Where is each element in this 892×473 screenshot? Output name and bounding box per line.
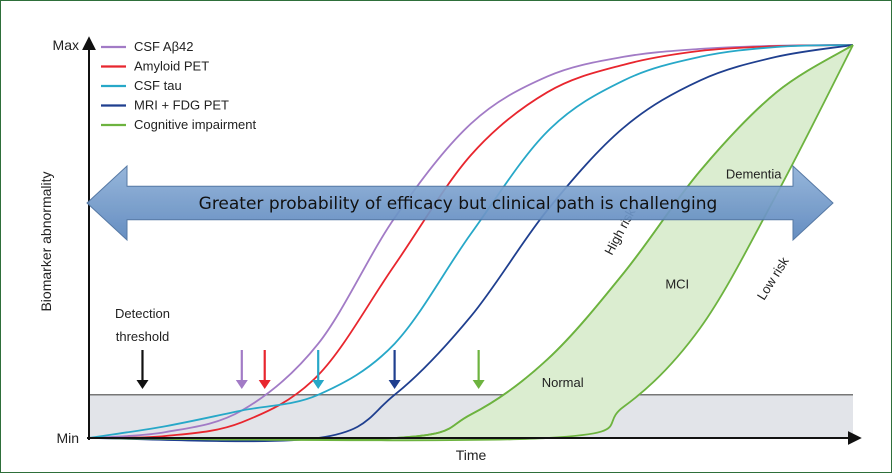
- marker-arrowhead: [235, 380, 248, 389]
- efficacy-banner-arrow: [86, 164, 834, 242]
- normal-label: Normal: [542, 375, 584, 390]
- legend-label: CSF Aβ42: [134, 39, 194, 54]
- series-csf-a-42: [88, 44, 854, 439]
- mci-label: MCI: [665, 277, 689, 292]
- marker-arrowhead: [258, 380, 271, 389]
- series-amyloid-pet: [88, 44, 854, 439]
- marker-arrowhead: [312, 380, 325, 389]
- y-tick-max: Max: [53, 37, 79, 53]
- legend-label: CSF tau: [134, 78, 182, 93]
- legend-label: Amyloid PET: [134, 59, 209, 74]
- marker-arrowhead: [472, 380, 485, 389]
- y-axis-label: Biomarker abnormality: [38, 171, 54, 311]
- legend: CSF Aβ42 Amyloid PET CSF tau MRI + FDG PET C…: [101, 39, 256, 132]
- detection-threshold-label-line2: threshold: [116, 329, 169, 344]
- x-axis-label: Time: [456, 447, 487, 463]
- banner-text: Greater probability of efficacy but clin…: [199, 194, 718, 214]
- low-risk-label: Low risk: [754, 254, 792, 303]
- dementia-label: Dementia: [726, 167, 782, 182]
- marker-arrowhead: [388, 380, 401, 389]
- mci-region: [89, 45, 853, 441]
- detection-threshold-label-line1: Detection: [115, 306, 170, 321]
- series-csf-tau: [88, 44, 854, 439]
- marker-arrowhead: [136, 380, 149, 389]
- legend-label: Cognitive impairment: [134, 117, 256, 132]
- legend-label: MRI + FDG PET: [134, 98, 229, 113]
- marker-arrows: [136, 350, 485, 389]
- y-tick-min: Min: [56, 430, 79, 446]
